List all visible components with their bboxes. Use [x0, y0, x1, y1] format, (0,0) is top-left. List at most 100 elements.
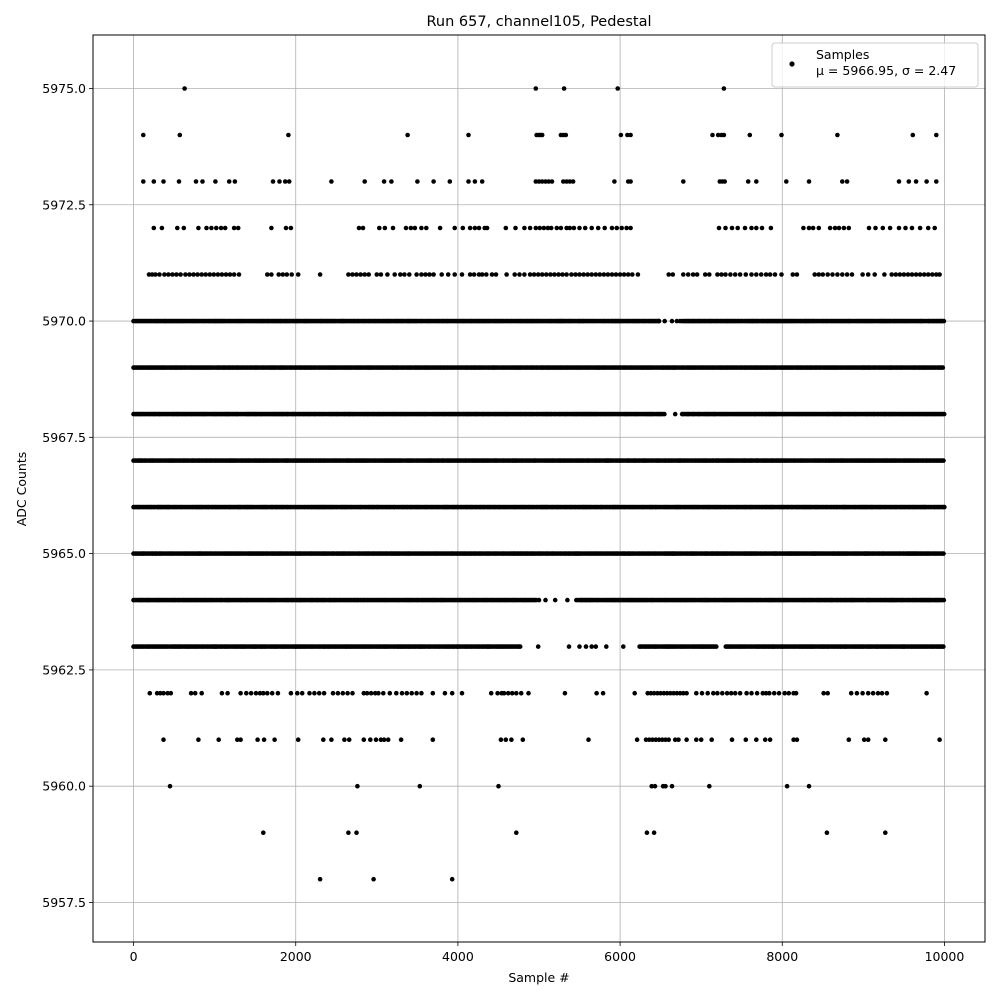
data-point — [493, 272, 499, 277]
data-point — [635, 272, 641, 277]
data-point — [889, 272, 894, 277]
data-point — [564, 272, 569, 277]
data-point — [884, 690, 890, 696]
data-point — [648, 690, 654, 696]
data-point — [378, 272, 384, 277]
data-point — [630, 272, 635, 277]
data-point — [178, 272, 183, 277]
data-point — [619, 225, 624, 231]
data-point — [412, 225, 418, 231]
data-point — [158, 690, 163, 696]
data-point — [535, 644, 541, 649]
data-point — [681, 179, 686, 184]
x-tick-label: 6000 — [604, 949, 636, 964]
data-point — [614, 225, 620, 231]
data-point — [684, 690, 689, 696]
data-point — [565, 597, 570, 603]
data-point — [644, 830, 650, 835]
data-point — [722, 179, 727, 184]
data-point — [219, 272, 225, 277]
data-point — [539, 132, 545, 138]
data-point — [466, 132, 471, 138]
data-point — [501, 690, 507, 696]
data-point — [518, 690, 524, 696]
data-point — [609, 225, 615, 231]
data-point — [563, 132, 569, 138]
data-point — [181, 225, 187, 231]
data-point — [361, 737, 367, 742]
data-point — [358, 272, 363, 277]
data-point — [810, 225, 816, 231]
data-point — [295, 737, 301, 742]
data-point — [906, 179, 912, 184]
data-point — [204, 225, 209, 231]
data-point — [767, 690, 772, 696]
data-point — [723, 272, 728, 277]
data-point — [561, 179, 566, 184]
data-point — [816, 225, 822, 231]
data-point — [721, 132, 727, 138]
data-point — [897, 272, 903, 277]
data-point — [552, 272, 557, 277]
data-point — [556, 272, 561, 277]
data-point — [771, 690, 777, 696]
data-point — [514, 830, 519, 835]
data-point — [437, 225, 443, 231]
data-point — [277, 179, 282, 184]
data-point — [269, 225, 274, 231]
data-point — [934, 272, 939, 277]
data-point — [479, 179, 485, 184]
data-point — [941, 318, 947, 324]
data-point — [569, 272, 574, 277]
data-point — [745, 179, 751, 184]
data-point — [577, 225, 582, 231]
data-point — [658, 690, 663, 696]
data-point — [893, 272, 899, 277]
data-point — [846, 737, 852, 742]
x-tick-label: 0 — [130, 949, 138, 964]
data-point — [549, 179, 555, 184]
data-point — [848, 690, 854, 696]
data-point — [742, 225, 748, 231]
data-point — [653, 737, 659, 742]
data-point — [505, 690, 511, 696]
data-point — [265, 690, 270, 696]
data-point — [399, 690, 405, 696]
data-point — [872, 272, 877, 277]
data-point — [257, 690, 263, 696]
data-point — [522, 225, 527, 231]
data-point — [615, 86, 620, 91]
data-point — [476, 225, 482, 231]
data-point — [419, 225, 424, 231]
data-point — [321, 737, 326, 742]
data-point — [439, 272, 445, 277]
data-point — [767, 737, 773, 742]
data-point — [509, 737, 514, 742]
data-point — [794, 272, 800, 277]
data-point — [621, 272, 627, 277]
data-point — [280, 272, 286, 277]
data-point — [830, 272, 835, 277]
data-point — [543, 597, 548, 603]
data-point — [200, 179, 205, 184]
data-point — [238, 690, 243, 696]
data-point — [743, 272, 749, 277]
data-point — [860, 690, 865, 696]
data-point — [350, 272, 355, 277]
data-point — [362, 179, 368, 184]
data-point — [634, 737, 640, 742]
y-tick-label: 5960.0 — [42, 779, 86, 794]
data-point — [161, 737, 166, 742]
data-point — [567, 225, 573, 231]
data-point — [854, 690, 860, 696]
data-point — [374, 272, 380, 277]
data-point — [415, 179, 420, 184]
data-point — [583, 644, 589, 649]
data-point — [656, 318, 662, 324]
data-point — [346, 272, 351, 277]
data-point — [161, 179, 166, 184]
data-point — [235, 737, 240, 742]
data-point — [832, 225, 838, 231]
data-point — [533, 86, 539, 91]
data-point — [199, 272, 204, 277]
